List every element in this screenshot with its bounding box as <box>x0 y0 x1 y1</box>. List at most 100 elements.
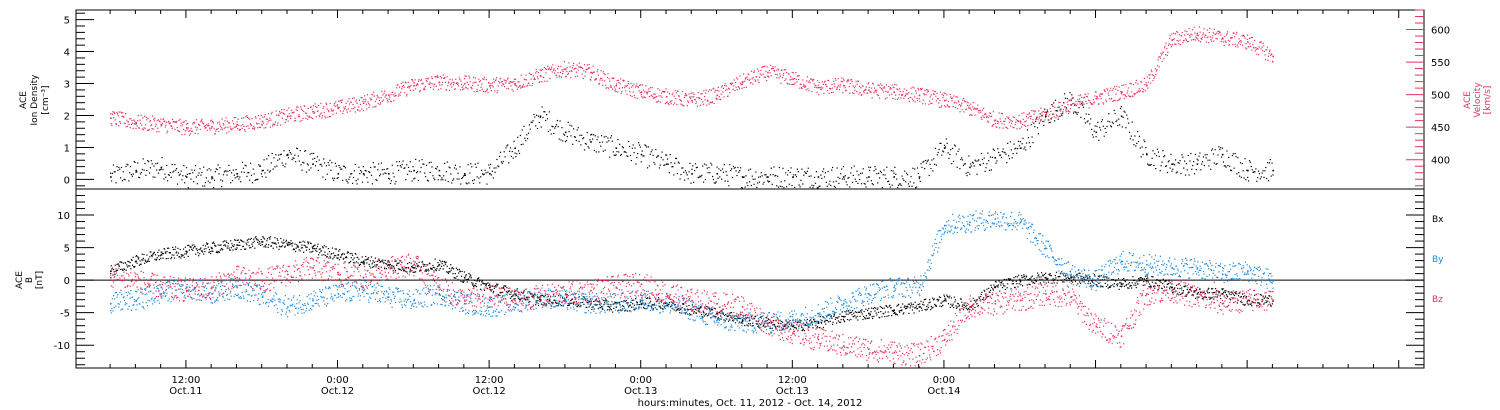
bx-series-point <box>598 301 600 303</box>
density-series-point <box>1152 150 1154 152</box>
density-series-point <box>319 164 321 166</box>
velocity-series-point <box>183 128 185 130</box>
velocity-series-point <box>846 81 848 83</box>
density-series-point <box>948 157 950 159</box>
velocity-series-point <box>209 129 211 131</box>
density-series-point <box>1217 154 1219 156</box>
density-series-point <box>425 176 427 178</box>
bx-series-point <box>722 313 724 315</box>
velocity-series-point <box>137 120 139 122</box>
bx-series-point <box>523 291 525 293</box>
density-series-point <box>1260 176 1262 178</box>
velocity-series-point <box>451 79 453 81</box>
density-series-point <box>814 176 816 178</box>
velocity-series-point <box>1030 115 1032 117</box>
density-series-point <box>738 171 740 173</box>
velocity-series-point <box>691 96 693 98</box>
velocity-series-point <box>334 102 336 105</box>
velocity-series-point <box>857 81 859 83</box>
velocity-series-point <box>764 65 766 67</box>
density-series-point <box>944 146 946 148</box>
density-series-marker <box>767 176 769 178</box>
velocity-series-point <box>883 86 885 88</box>
bx-series-point <box>417 265 420 267</box>
velocity-series-point <box>1203 28 1205 30</box>
density-series-point <box>634 147 636 149</box>
density-series-point <box>325 165 327 167</box>
velocity-series-point <box>300 108 302 110</box>
density-series-point <box>1144 141 1146 143</box>
velocity-series-point <box>1022 123 1024 126</box>
velocity-series-point <box>1096 96 1098 98</box>
velocity-series-point <box>599 79 601 81</box>
velocity-series-point <box>1103 89 1105 91</box>
velocity-series-point <box>1270 54 1272 56</box>
velocity-series-point <box>227 126 229 129</box>
velocity-series-point <box>519 85 521 87</box>
velocity-series-point <box>928 103 930 106</box>
density-series-point <box>709 172 711 174</box>
density-series-point <box>527 132 530 134</box>
velocity-series-point <box>549 77 551 80</box>
bx-series-point <box>353 261 355 264</box>
bx-series-point <box>345 256 347 258</box>
velocity-series-point <box>196 129 198 131</box>
velocity-series-point <box>912 86 914 88</box>
density-series-point <box>200 174 202 176</box>
velocity-series-point <box>721 86 723 88</box>
velocity-series-point <box>358 106 360 108</box>
density-series-point <box>1050 117 1052 120</box>
bx-series-point <box>549 300 551 302</box>
velocity-series-point <box>225 126 227 128</box>
velocity-series-point <box>597 69 599 71</box>
bx-series-point <box>492 292 494 294</box>
bx-series-point <box>542 304 544 306</box>
bx-series-point <box>477 277 479 280</box>
bx-series-point <box>256 239 258 241</box>
density-series-point <box>442 179 444 181</box>
density-series-point <box>581 134 583 136</box>
velocity-series-point <box>686 94 688 97</box>
velocity-series-point <box>1045 111 1047 113</box>
velocity-series-point <box>402 81 404 83</box>
velocity-series-point <box>985 113 987 115</box>
bx-series-point <box>505 291 507 293</box>
velocity-series-point <box>776 74 778 76</box>
velocity-series-point <box>1153 74 1155 76</box>
velocity-series-point <box>1120 90 1122 93</box>
density-series-point <box>117 169 119 171</box>
density-series-point <box>397 165 399 167</box>
velocity-series-point <box>415 85 417 87</box>
bx-series-point <box>451 267 453 269</box>
velocity-series-point <box>1117 99 1120 101</box>
velocity-series-point <box>256 123 258 125</box>
velocity-series-point <box>1055 114 1058 116</box>
velocity-series-point <box>1216 32 1218 34</box>
density-series-point <box>721 168 724 170</box>
velocity-series-point <box>223 127 225 129</box>
velocity-series-point <box>349 110 351 112</box>
bx-series-point <box>251 243 253 245</box>
bx-series-point <box>591 308 593 310</box>
bx-series-point <box>688 305 690 307</box>
velocity-series-point <box>397 95 399 97</box>
velocity-series-point <box>849 92 851 94</box>
density-series-point <box>485 172 487 174</box>
bx-series-point <box>290 240 292 242</box>
velocity-series-point <box>562 73 564 75</box>
velocity-series-point <box>556 68 559 70</box>
density-series-point <box>1097 121 1099 123</box>
density-series-point <box>120 177 122 179</box>
velocity-series-point <box>478 78 480 80</box>
bx-series-point <box>328 257 330 259</box>
bx-series-point <box>509 293 511 295</box>
bx-series-point <box>297 245 299 247</box>
velocity-series-point <box>627 80 629 83</box>
velocity-series-point <box>674 102 676 104</box>
bx-series-point <box>447 272 449 274</box>
velocity-series-point <box>1037 116 1039 118</box>
density-series-point <box>1132 139 1134 141</box>
density-series-point <box>405 179 407 181</box>
density-series-point <box>831 169 833 171</box>
density-series-point <box>829 180 831 182</box>
